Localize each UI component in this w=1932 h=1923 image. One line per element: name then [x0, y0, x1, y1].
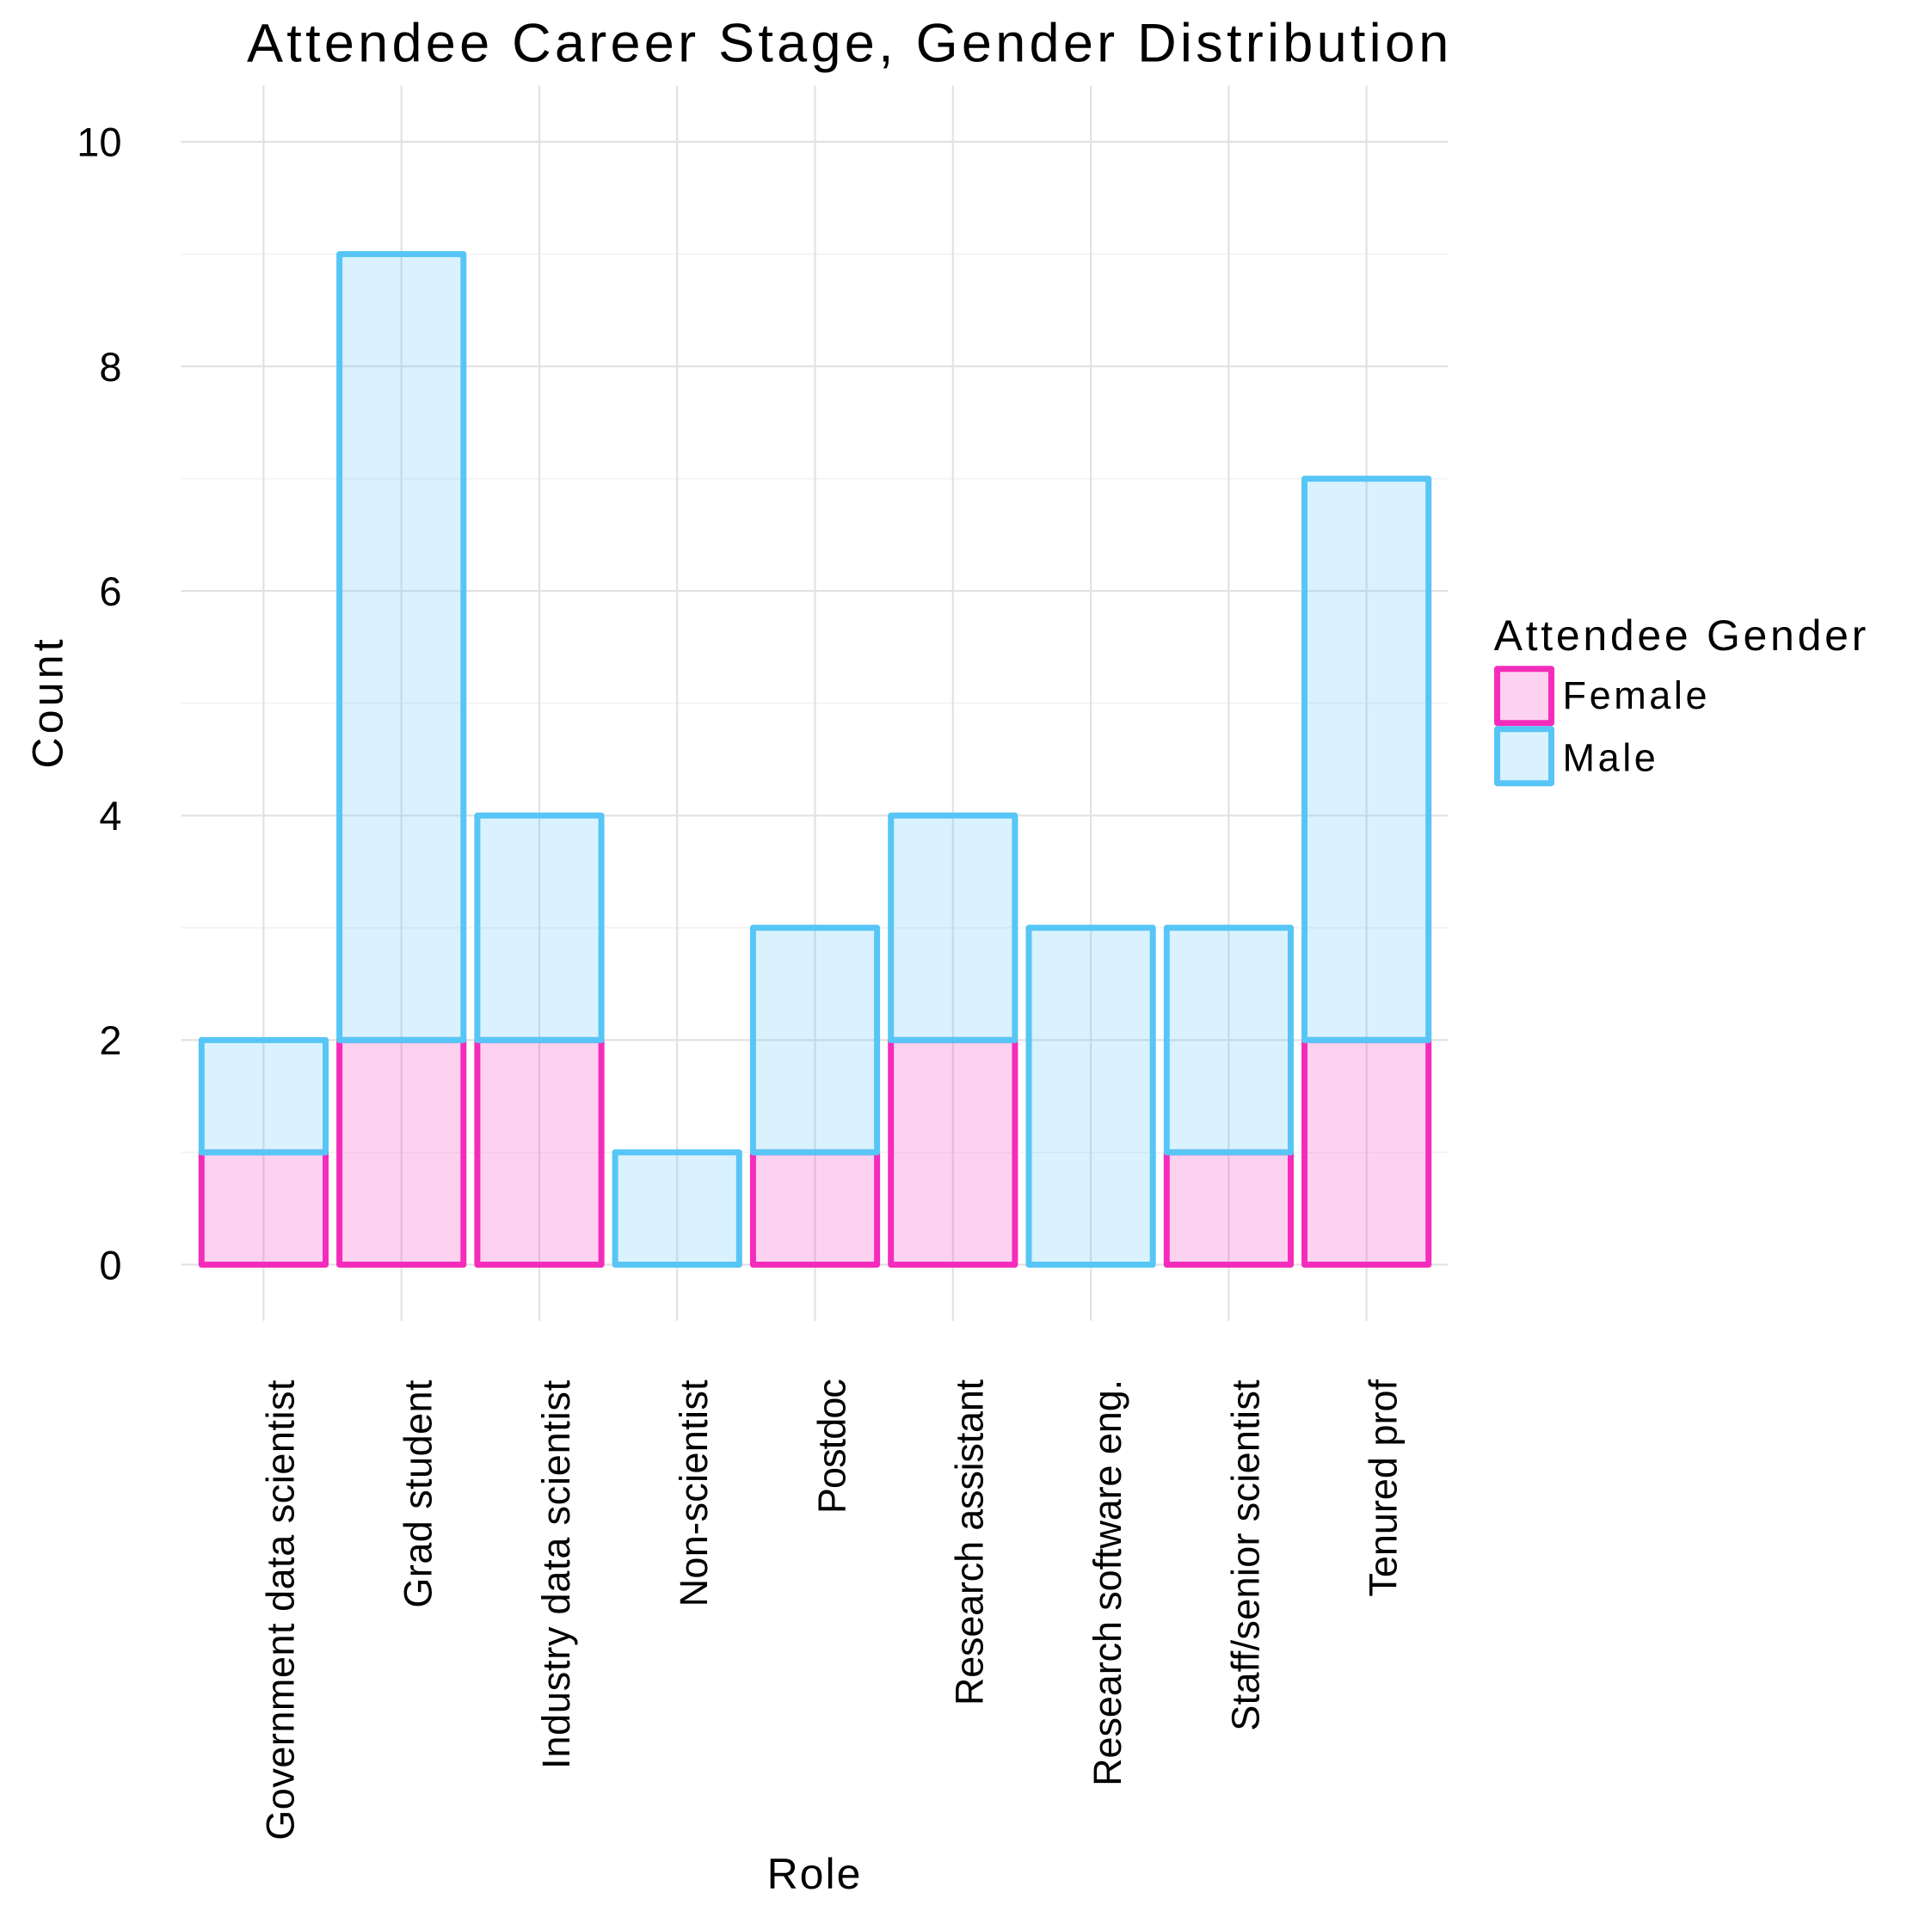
svg-text:10: 10: [77, 120, 121, 165]
svg-text:Non-scientist: Non-scientist: [672, 1379, 716, 1607]
svg-text:0: 0: [99, 1242, 121, 1287]
svg-text:6: 6: [99, 568, 121, 614]
svg-text:Grad student: Grad student: [397, 1379, 440, 1608]
svg-text:Female: Female: [1563, 673, 1711, 717]
svg-text:Postdoc: Postdoc: [809, 1379, 853, 1514]
svg-text:Attendee Gender: Attendee Gender: [1494, 611, 1869, 660]
svg-text:4: 4: [99, 793, 121, 839]
svg-text:Role: Role: [767, 1850, 863, 1898]
svg-text:Male: Male: [1563, 735, 1659, 779]
svg-text:Industry data scientist: Industry data scientist: [534, 1379, 578, 1769]
svg-text:Count: Count: [24, 636, 72, 768]
svg-text:Tenured prof: Tenured prof: [1362, 1379, 1406, 1597]
svg-text:Government data scientist: Government data scientist: [258, 1379, 302, 1840]
svg-text:Research software eng.: Research software eng.: [1086, 1379, 1129, 1786]
svg-text:Research assistant: Research assistant: [948, 1379, 992, 1705]
svg-text:2: 2: [99, 1017, 121, 1063]
svg-text:Staff/senior scientist: Staff/senior scientist: [1223, 1379, 1267, 1731]
svg-text:8: 8: [99, 344, 121, 390]
svg-text:Attendee Career Stage, Gender: Attendee Career Stage, Gender Distributi…: [247, 14, 1453, 74]
